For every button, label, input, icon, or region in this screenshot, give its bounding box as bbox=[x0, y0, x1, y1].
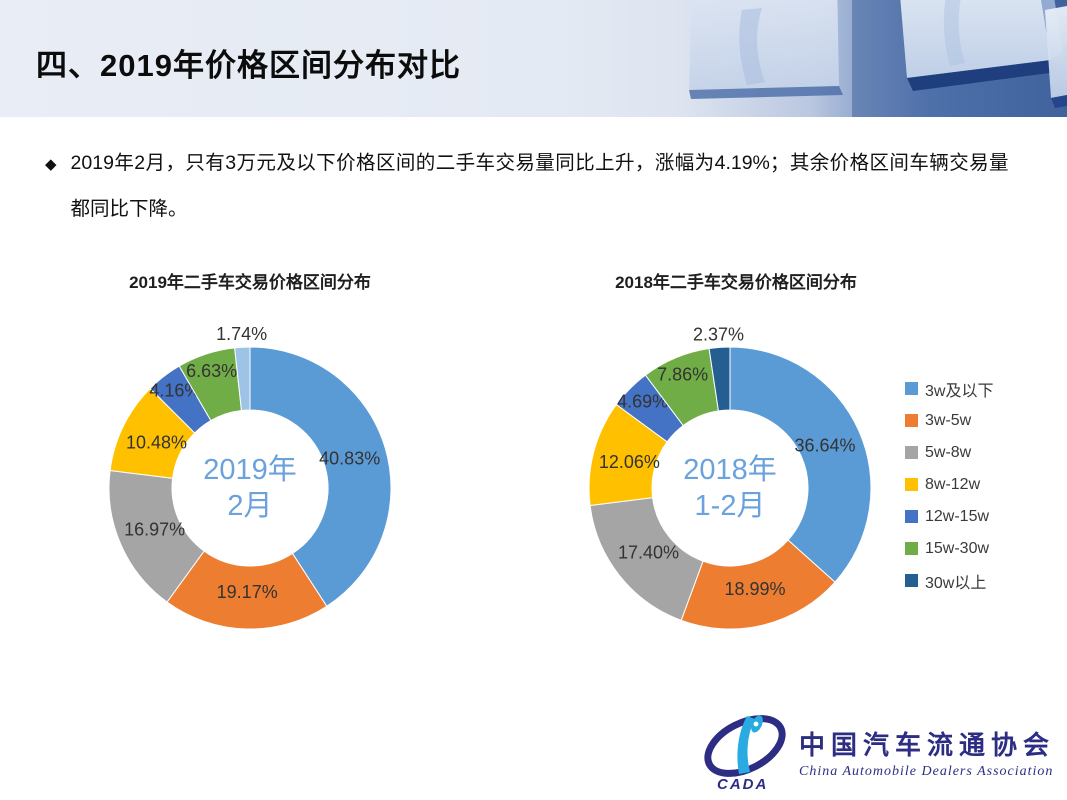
legend-label: 8w-12w bbox=[925, 475, 981, 493]
legend-label: 12w-15w bbox=[925, 507, 990, 525]
slice-label-3w及以下: 40.83% bbox=[319, 449, 380, 469]
slice-label-15w-30w: 7.86% bbox=[657, 365, 708, 385]
slice-label-5w-8w: 16.97% bbox=[124, 519, 185, 539]
legend-swatch-icon bbox=[905, 382, 918, 395]
donut-chart-2019: 40.83% 19.17% 16.97% 10.48% 4.16% 6.63% 1.74% … bbox=[70, 318, 430, 663]
header-cubes-decoration bbox=[689, 0, 1067, 117]
legend-item-15w-30w: 15w-30w bbox=[905, 539, 993, 558]
legend-swatch-icon bbox=[905, 542, 918, 555]
donut-svg-2018: 36.64% 18.99% 17.40% 12.06% 4.69% 7.86% 2.37% bbox=[588, 324, 872, 630]
logo-name-en: China Automobile Dealers Association bbox=[798, 763, 1054, 779]
legend-item-3w及以下: 3w及以下 bbox=[905, 379, 994, 400]
page-title: 四、2019年价格区间分布对比 bbox=[36, 48, 461, 83]
slice-label-15w-30w: 6.63% bbox=[186, 361, 237, 381]
legend-item-30w以上: 30w以上 bbox=[905, 571, 993, 592]
donut-svg-2019: 40.83% 19.17% 16.97% 10.48% 4.16%6.63% 1.74% bbox=[108, 324, 392, 630]
cada-acronym: CADA bbox=[717, 776, 768, 792]
cada-logo-icon: CADA bbox=[697, 712, 793, 793]
slice-label-5w-8w: 17.40% bbox=[618, 543, 679, 563]
legend-label: 30w以上 bbox=[925, 574, 987, 592]
donut-slice-3w及以下 bbox=[729, 346, 872, 583]
logo-name-cn: 中国汽车流通协会 bbox=[798, 730, 1055, 760]
donut-slice-3w-5w bbox=[680, 539, 836, 630]
slice-label-3w及以下: 36.64% bbox=[794, 436, 855, 456]
legend-swatch-icon bbox=[905, 478, 918, 491]
legend-swatch-icon bbox=[905, 574, 918, 587]
legend-label: 3w及以下 bbox=[925, 382, 994, 400]
slice-label-12w-15w: 4.16% bbox=[149, 381, 200, 401]
legend-item-5w-8w: 5w-8w bbox=[905, 443, 993, 462]
slice-label-12w-15w: 4.69% bbox=[617, 391, 668, 411]
slice-label-3w-5w: 19.17% bbox=[217, 582, 278, 602]
chart-title-2018: 2018年二手车交易价格区间分布 bbox=[615, 273, 857, 292]
legend-swatch-icon bbox=[905, 510, 918, 523]
slice-label-3w-5w: 18.99% bbox=[724, 579, 785, 599]
bullet-text: 2019年2月，只有3万元及以下价格区间的二手车交易量同比上升，涨幅为4.19%… bbox=[70, 152, 1009, 220]
donut-slice-3w-5w bbox=[166, 550, 328, 630]
bullet-paragraph: ◆ 2019年2月，只有3万元及以下价格区间的二手车交易量同比上升，涨幅为4.1… bbox=[45, 140, 1009, 232]
diamond-bullet-icon: ◆ bbox=[45, 156, 57, 173]
legend-label: 15w-30w bbox=[925, 539, 990, 557]
legend-item-12w-15w: 12w-15w bbox=[905, 507, 993, 526]
donut-slice-30w以上 bbox=[234, 346, 251, 412]
legend: 3w及以下 3w-5w 5w-8w 8w-12w 12w-15w 15w-30w 30w以上 bbox=[905, 379, 993, 603]
legend-item-3w-5w: 3w-5w bbox=[905, 411, 993, 430]
donut-slice-3w及以下 bbox=[249, 346, 392, 607]
slice-label-30w以上: 2.37% bbox=[693, 324, 744, 344]
legend-swatch-icon bbox=[905, 414, 918, 427]
slice-label-30w以上: 1.74% bbox=[216, 324, 267, 344]
legend-item-8w-12w: 8w-12w bbox=[905, 475, 993, 494]
legend-label: 3w-5w bbox=[925, 411, 972, 429]
footer-logo: CADA 中国汽车流通协会 China Automobile Dealers A… bbox=[697, 712, 1055, 793]
chart-title-2019: 2019年二手车交易价格区间分布 bbox=[129, 273, 371, 292]
slice-label-8w-12w: 10.48% bbox=[126, 432, 187, 452]
legend-label: 5w-8w bbox=[925, 443, 972, 461]
donut-slice-30w以上 bbox=[708, 346, 731, 412]
donut-chart-2018: 36.64% 18.99% 17.40% 12.06% 4.69% 7.86% 2.37% … bbox=[550, 318, 910, 663]
legend-swatch-icon bbox=[905, 446, 918, 459]
slice-label-8w-12w: 12.06% bbox=[599, 452, 660, 472]
logo-names: 中国汽车流通协会 China Automobile Dealers Associ… bbox=[799, 725, 1055, 780]
header: 四、2019年价格区间分布对比 bbox=[0, 0, 1067, 117]
